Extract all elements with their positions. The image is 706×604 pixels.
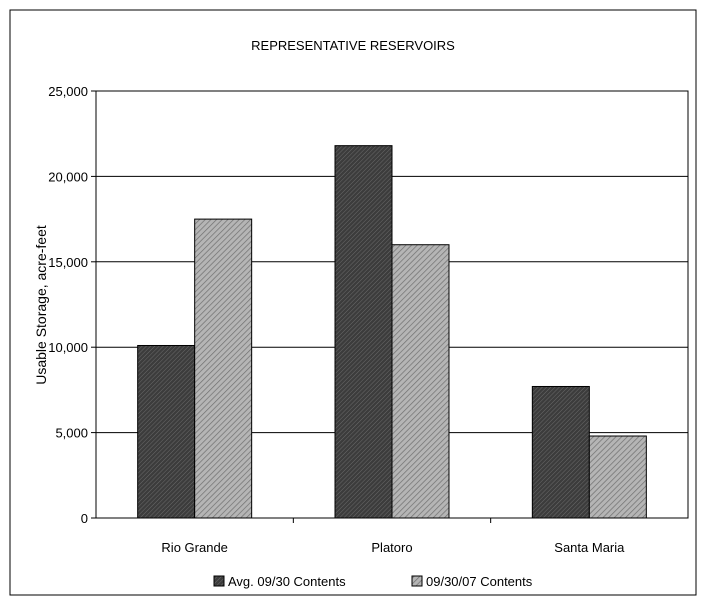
legend-label: Avg. 09/30 Contents <box>228 574 346 589</box>
y-tick-label: 25,000 <box>48 84 88 99</box>
x-tick-label: Platoro <box>371 540 412 555</box>
axes <box>91 90 689 523</box>
legend-label: 09/30/07 Contents <box>426 574 533 589</box>
y-tick-label: 10,000 <box>48 340 88 355</box>
bar-current-santa-maria <box>588 435 647 519</box>
bar-avg-platoro <box>334 145 393 519</box>
bar-current-rio-grande <box>194 218 253 519</box>
y-tick-labels: 0 5,000 10,000 15,000 20,000 25,000 <box>48 84 88 526</box>
y-tick-label: 15,000 <box>48 255 88 270</box>
plot-area <box>95 90 689 519</box>
x-tick-label: Santa Maria <box>554 540 625 555</box>
y-axis-label: Usable Storage, acre-feet <box>33 225 49 385</box>
bar-avg-santa-maria <box>531 385 590 519</box>
y-tick-label: 0 <box>81 511 88 526</box>
bars <box>137 145 647 519</box>
x-tick-labels: Rio Grande Platoro Santa Maria <box>161 540 625 555</box>
chart-title: REPRESENTATIVE RESERVOIRS <box>251 38 455 53</box>
bar-current-platoro <box>391 244 450 519</box>
y-tick-label: 20,000 <box>48 169 88 184</box>
legend: Avg. 09/30 Contents 09/30/07 Contents <box>213 574 533 589</box>
legend-swatch <box>411 575 423 587</box>
bar-avg-rio-grande <box>137 344 196 519</box>
x-tick-label: Rio Grande <box>161 540 227 555</box>
legend-swatch <box>213 575 225 587</box>
y-tick-label: 5,000 <box>55 426 88 441</box>
